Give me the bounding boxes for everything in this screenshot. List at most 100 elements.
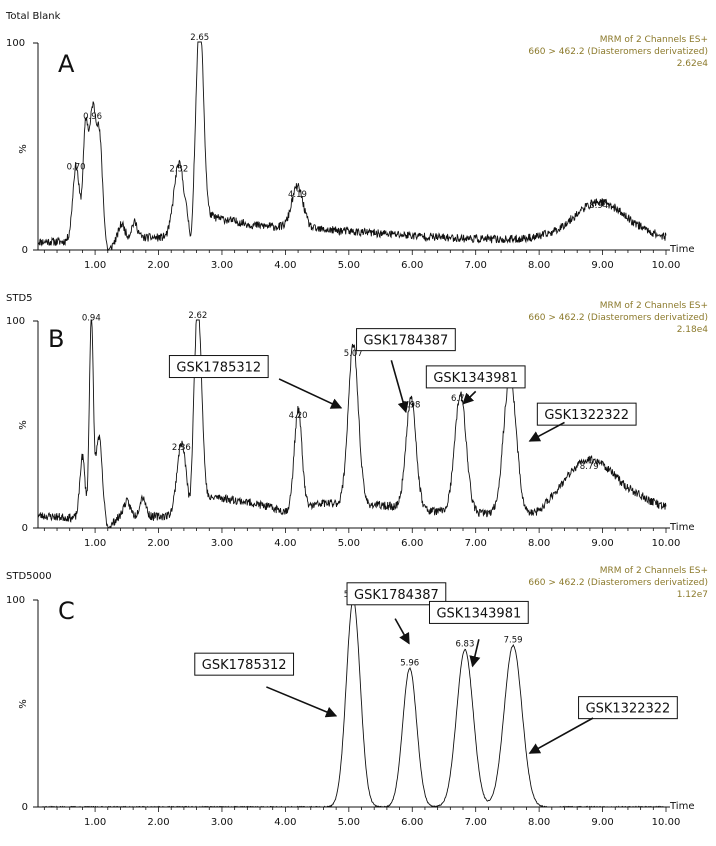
peak-rt-label: 4.20 bbox=[289, 411, 308, 421]
x-tick-label: 2.00 bbox=[147, 260, 169, 271]
panel-c: STD5000 MRM of 2 Channels ES+ 660 > 462.… bbox=[6, 566, 708, 828]
compound-label-box bbox=[356, 328, 456, 352]
compound-arrow bbox=[394, 618, 410, 645]
peak-rt-label: 2.32 bbox=[169, 165, 188, 175]
x-tick-label: 4.00 bbox=[274, 538, 296, 549]
panel-a-y-tick-max: 100 bbox=[6, 38, 25, 49]
panel-a-ylabel: % bbox=[18, 144, 29, 154]
peak-rt-label: 8.94 bbox=[589, 201, 608, 211]
panel-c-sample-label: STD5000 bbox=[6, 571, 52, 582]
peak-rt-label: 5.98 bbox=[402, 401, 421, 411]
panel-c-transition-line: 660 > 462.2 (Diasteromers derivatized) bbox=[528, 578, 708, 588]
panel-b-intensity-line: 2.18e4 bbox=[677, 325, 709, 335]
panel-c-ylabel: % bbox=[18, 699, 29, 709]
panel-c-compound-callouts: GSK1784387 GSK1343981 GSK1785312 GSK1322322 bbox=[194, 582, 678, 754]
panel-b-y-tick-min: 0 bbox=[22, 523, 28, 534]
panel-c-letter: C bbox=[58, 597, 75, 625]
x-tick-label: 8.00 bbox=[528, 538, 550, 549]
x-tick-label: 6.00 bbox=[401, 538, 423, 549]
panel-a-xlabel: Time bbox=[669, 244, 694, 255]
panel-a-intensity-line: 2.62e4 bbox=[677, 59, 709, 69]
x-tick-label: 10.00 bbox=[652, 538, 681, 549]
peak-rt-label: 0.70 bbox=[67, 163, 86, 173]
x-tick-label: 3.00 bbox=[211, 538, 233, 549]
panel-c-xlabel: Time bbox=[669, 801, 694, 812]
x-tick-label: 7.00 bbox=[465, 817, 487, 828]
x-tick-label: 4.00 bbox=[274, 260, 296, 271]
panel-a-peak-labels: 0.70 0.96 2.32 2.65 4.19 8.94 bbox=[67, 33, 609, 211]
panel-a-channel-line: MRM of 2 Channels ES+ bbox=[600, 35, 708, 45]
compound-label: GSK1785312 bbox=[202, 658, 287, 673]
x-tick-label: 7.00 bbox=[465, 538, 487, 549]
panel-b-transition-line: 660 > 462.2 (Diasteromers derivatized) bbox=[528, 313, 708, 323]
panel-b-xlabel: Time bbox=[669, 522, 694, 533]
compound-label: GSK1784387 bbox=[354, 588, 439, 603]
panel-b: STD5 MRM of 2 Channels ES+ 660 > 462.2 (… bbox=[6, 293, 708, 549]
panel-b-channel-line: MRM of 2 Channels ES+ bbox=[600, 301, 708, 311]
panel-a-letter: A bbox=[58, 50, 75, 78]
compound-label-box bbox=[578, 696, 678, 720]
panel-b-trace bbox=[37, 319, 667, 529]
x-tick-label: 3.00 bbox=[211, 260, 233, 271]
panel-b-letter: B bbox=[48, 325, 64, 353]
compound-label-box bbox=[428, 600, 529, 624]
peak-rt-label: 2.62 bbox=[188, 311, 207, 321]
panel-a-x-ticks: 1.00 2.00 3.00 4.00 5.00 6.00 7.00 8.00 9.00 10.0… bbox=[43, 250, 681, 271]
compound-label: GSK1343981 bbox=[433, 371, 518, 386]
compound-arrow bbox=[390, 360, 409, 414]
x-tick-label: 7.00 bbox=[465, 260, 487, 271]
x-tick-label: 3.00 bbox=[211, 817, 233, 828]
x-tick-label: 10.00 bbox=[652, 817, 681, 828]
panel-b-peak-labels: 0.942.362.624.205.075.986.767.548.79 bbox=[82, 311, 599, 472]
compound-label-box bbox=[194, 652, 295, 676]
compound-arrow bbox=[278, 378, 343, 409]
compound-label-box bbox=[425, 365, 526, 389]
peak-rt-label: 8.79 bbox=[580, 462, 599, 472]
peak-rt-label: 0.94 bbox=[82, 314, 101, 324]
x-tick-label: 1.00 bbox=[84, 260, 106, 271]
compound-label-box bbox=[168, 355, 269, 379]
compound-label: GSK1785312 bbox=[176, 361, 261, 376]
compound-arrow bbox=[469, 639, 481, 668]
x-tick-label: 1.00 bbox=[84, 538, 106, 549]
panel-c-trace bbox=[37, 599, 667, 808]
x-tick-label: 9.00 bbox=[591, 817, 613, 828]
peak-rt-label: 6.76 bbox=[451, 394, 470, 404]
compound-arrow bbox=[528, 717, 594, 754]
x-tick-label: 9.00 bbox=[591, 260, 613, 271]
compound-label: GSK1343981 bbox=[436, 606, 521, 621]
peak-rt-label: 5.07 bbox=[344, 349, 363, 359]
compound-label: GSK1322322 bbox=[586, 702, 671, 717]
peak-rt-label: 0.96 bbox=[83, 112, 102, 122]
peak-rt-label: 6.83 bbox=[455, 640, 474, 650]
x-tick-label: 5.00 bbox=[338, 817, 360, 828]
panel-b-x-ticks: 1.00 2.00 3.00 4.00 5.00 6.00 7.00 8.00 9.00 10.0… bbox=[43, 528, 681, 549]
panel-c-y-tick-min: 0 bbox=[22, 802, 28, 813]
x-tick-label: 10.00 bbox=[652, 260, 681, 271]
x-tick-label: 9.00 bbox=[591, 538, 613, 549]
x-tick-label: 8.00 bbox=[528, 817, 550, 828]
peak-rt-label: 5.96 bbox=[400, 658, 419, 668]
x-tick-label: 5.00 bbox=[338, 538, 360, 549]
panel-c-y-tick-max: 100 bbox=[6, 595, 25, 606]
x-tick-label: 6.00 bbox=[401, 260, 423, 271]
panel-a-trace bbox=[37, 41, 667, 252]
panel-a-y-tick-min: 0 bbox=[22, 245, 28, 256]
compound-label: GSK1322322 bbox=[544, 408, 629, 423]
compound-arrow bbox=[462, 390, 477, 405]
panel-b-ylabel: % bbox=[18, 420, 29, 430]
compound-label: GSK1784387 bbox=[364, 334, 449, 349]
compound-label-box bbox=[346, 582, 447, 606]
compound-label-box bbox=[536, 402, 637, 426]
panel-a: Total Blank MRM of 2 Channels ES+ 660 > … bbox=[5, 11, 708, 271]
x-tick-label: 5.00 bbox=[338, 260, 360, 271]
x-tick-label: 4.00 bbox=[274, 817, 296, 828]
panel-c-x-ticks: 1.00 2.00 3.00 4.00 5.00 6.00 7.00 8.00 9.00 10.0… bbox=[43, 807, 681, 828]
panel-b-compound-callouts: GSK1785312 GSK1784387 GSK1343981 GSK1322322 bbox=[168, 328, 637, 442]
x-tick-label: 2.00 bbox=[147, 538, 169, 549]
panel-a-transition-line: 660 > 462.2 (Diasteromers derivatized) bbox=[528, 47, 708, 57]
peak-rt-label: 7.59 bbox=[504, 636, 523, 646]
panel-c-channel-line: MRM of 2 Channels ES+ bbox=[600, 566, 708, 576]
x-tick-label: 6.00 bbox=[401, 817, 423, 828]
